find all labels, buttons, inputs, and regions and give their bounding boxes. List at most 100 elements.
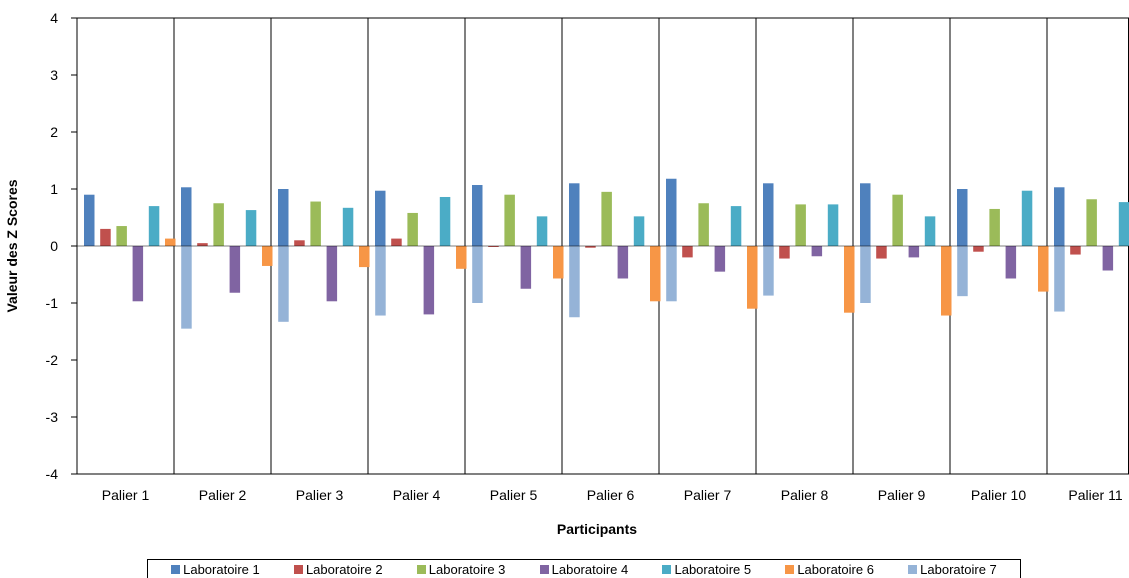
bar [375,246,386,316]
bar [278,189,289,246]
legend-swatch [662,564,672,574]
bar [504,194,515,246]
bar [439,196,451,246]
bar [100,228,111,246]
bar [941,246,952,316]
bar [666,178,677,246]
legend-label: Laboratoire 2 [305,561,383,577]
bar [569,183,580,246]
legend-item: Laboratoire 1 [171,562,260,577]
bar [359,246,370,268]
bar [989,208,1000,246]
x-tick-label: Palier 10 [971,487,1026,503]
legend-label: Laboratoire 1 [183,561,260,577]
bar [229,246,241,293]
bar [892,194,903,246]
bar [310,201,321,246]
y-tick-label: 3 [50,67,58,83]
bar [536,216,548,246]
y-tick-label: -4 [46,466,59,482]
x-tick-label: Palier 6 [587,487,635,503]
bar [1102,246,1114,271]
y-tick-label: -3 [46,409,59,425]
legend-item: Laboratoire 3 [416,561,506,577]
bars [84,178,1129,329]
y-tick-label: 2 [50,124,58,140]
bar [779,246,790,259]
bar [165,238,176,246]
y-tick-label: 4 [50,10,58,26]
bar [456,246,467,269]
bar [714,246,726,272]
bar [116,226,127,246]
bar [1070,246,1081,255]
legend-swatch [539,564,549,574]
legend-item: Laboratoire 4 [539,561,629,577]
x-tick-label: Palier 8 [781,487,829,503]
bar [391,238,402,246]
bar [585,246,596,248]
bar [876,246,887,259]
bar [375,190,386,246]
bar [213,203,224,246]
y-tick-label: 0 [50,238,58,254]
bar [698,203,709,246]
legend-label: Laboratoire 5 [674,561,752,577]
x-tick-label: Palier 5 [490,487,538,503]
bar [633,216,645,246]
bar [957,246,968,297]
bar [342,207,354,246]
bar [1054,187,1065,246]
bar [472,185,483,246]
bar [1086,199,1097,246]
legend-label: Laboratoire 6 [797,561,874,577]
y-axis-title: Valeur des Z Scores [4,179,20,312]
legend-item: Laboratoire 7 [908,562,997,577]
bar [520,246,532,289]
bar [617,246,629,279]
bar [1021,190,1033,246]
bar [181,187,192,246]
legend-label: Laboratoire 3 [428,561,506,577]
x-axis-ticks: Palier 1 Palier 2 Palier 3 Palier 4 Palier 5… [102,487,1123,503]
bar [747,246,758,309]
bar [795,204,806,246]
bar [472,246,483,303]
legend-label: Laboratoire 4 [551,561,629,577]
x-tick-label: Palier 4 [393,487,441,503]
bar [844,246,855,313]
legend-swatch [416,564,426,574]
bar [924,216,936,246]
y-axis-ticks: 4 3 2 1 0 -1 -2 -3 -4 [46,10,1129,482]
legend-item: Laboratoire 5 [662,562,751,577]
legend-item: Laboratoire 6 [785,562,874,577]
legend: Laboratoire 1 Laboratoire 2 Laboratoire 3 L… [147,559,1021,578]
bar [601,191,612,246]
bar [730,206,742,246]
bar [423,246,435,315]
bar [908,246,920,258]
bar [245,210,257,246]
legend-swatch [171,564,181,574]
bar [973,246,984,252]
bar [181,246,192,329]
bar [860,246,871,303]
bar [1054,246,1065,312]
bar [132,246,144,302]
legend-swatch [293,564,303,574]
x-tick-label: Palier 3 [296,487,344,503]
bar [763,246,774,296]
bar [294,240,305,246]
legend-swatch [785,564,795,574]
bar [650,246,661,302]
bar [326,246,338,302]
bar [811,246,823,257]
bar [148,206,160,246]
bar [569,246,580,318]
bar [278,246,289,322]
bar [1038,246,1049,292]
bar [197,243,208,246]
y-tick-label: -2 [46,352,59,368]
x-tick-label: Palier 9 [878,487,926,503]
y-tick-label: 1 [50,181,58,197]
